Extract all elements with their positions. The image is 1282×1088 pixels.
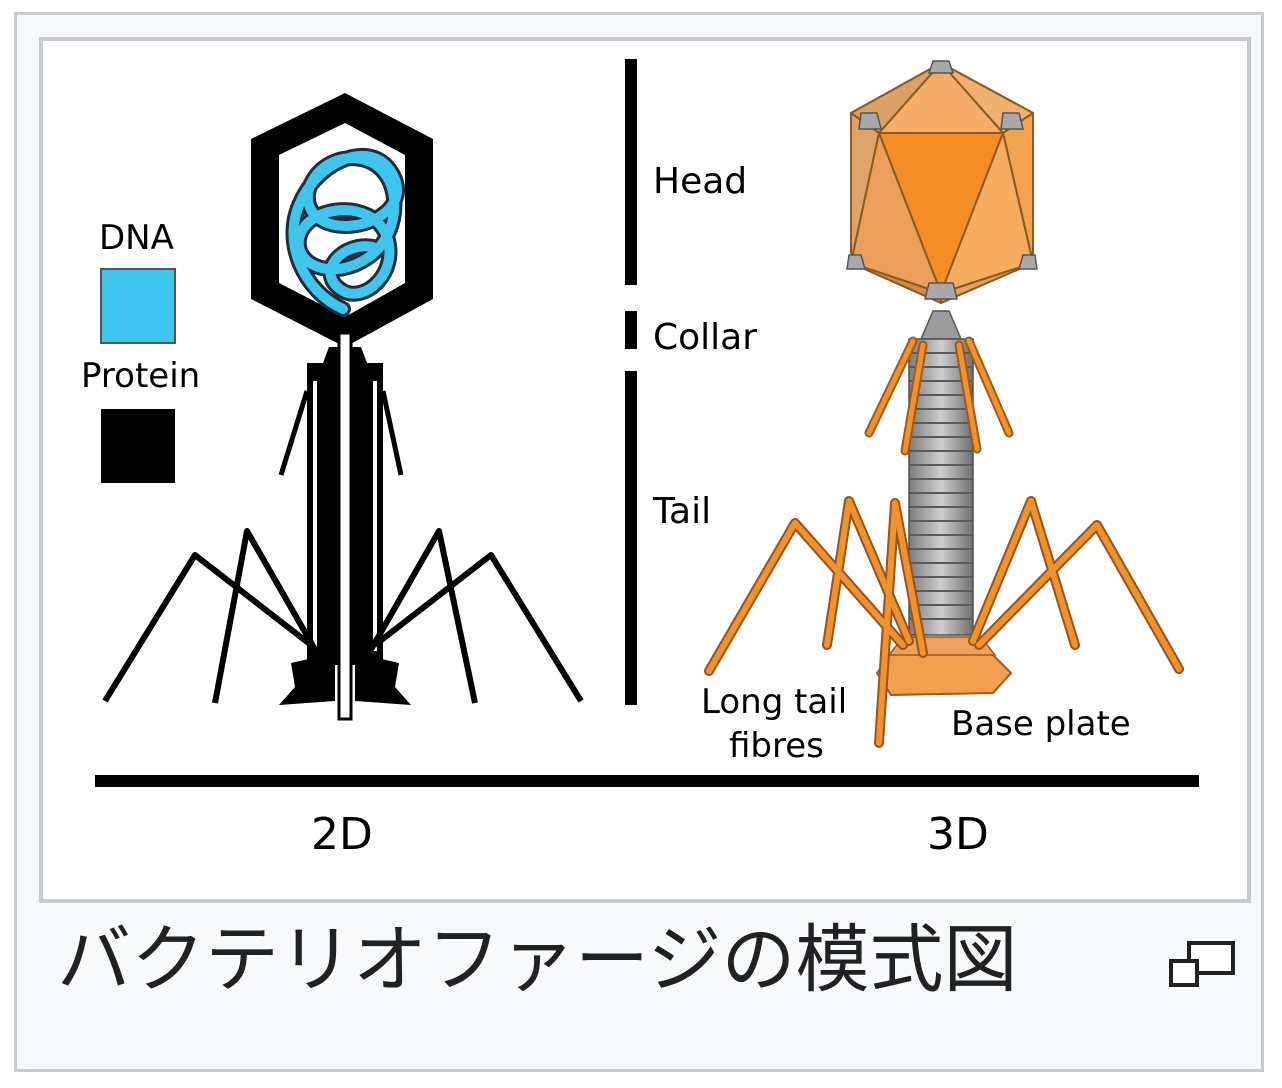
legend-dna-swatch — [100, 268, 176, 344]
legend-dna-label: DNA — [99, 218, 174, 258]
long-tail-label: Long tail — [701, 682, 847, 722]
collar-label: Collar — [653, 317, 757, 358]
dna-coil — [285, 148, 405, 317]
base-plate-label: Base plate — [951, 704, 1131, 744]
magnify-icon[interactable] — [1167, 939, 1237, 991]
phage-2d — [102, 93, 584, 721]
tail-label: Tail — [652, 491, 711, 532]
base-plate-2d — [279, 653, 335, 705]
tail-bar — [625, 371, 637, 705]
fibres-label: fibres — [729, 726, 824, 766]
head-3d — [850, 62, 1034, 304]
head-bar — [625, 59, 637, 285]
view-3d-label: 3D — [927, 809, 989, 860]
legend-protein-label: Protein — [81, 356, 200, 396]
base-plate-3d — [875, 652, 1013, 697]
part-scale — [625, 59, 637, 705]
head-label: Head — [653, 161, 747, 202]
phage-3d — [704, 60, 1184, 748]
short-fibres-2d — [278, 390, 404, 476]
diagram-image[interactable]: DNA Protein — [39, 37, 1251, 903]
view-2d-label: 2D — [311, 809, 373, 860]
collar-bar — [625, 311, 637, 349]
collar-3d — [919, 310, 963, 340]
legend-protein-swatch — [101, 409, 175, 483]
long-fibres-2d — [102, 528, 584, 704]
baseline-bar — [95, 775, 1199, 787]
thumbnail-box: DNA Protein — [14, 12, 1264, 1072]
image-caption: バクテリオファージの模式図 — [57, 917, 1018, 1003]
capsid-vertices — [846, 60, 1038, 300]
bacteriophage-diagram: DNA Protein — [81, 59, 1199, 860]
